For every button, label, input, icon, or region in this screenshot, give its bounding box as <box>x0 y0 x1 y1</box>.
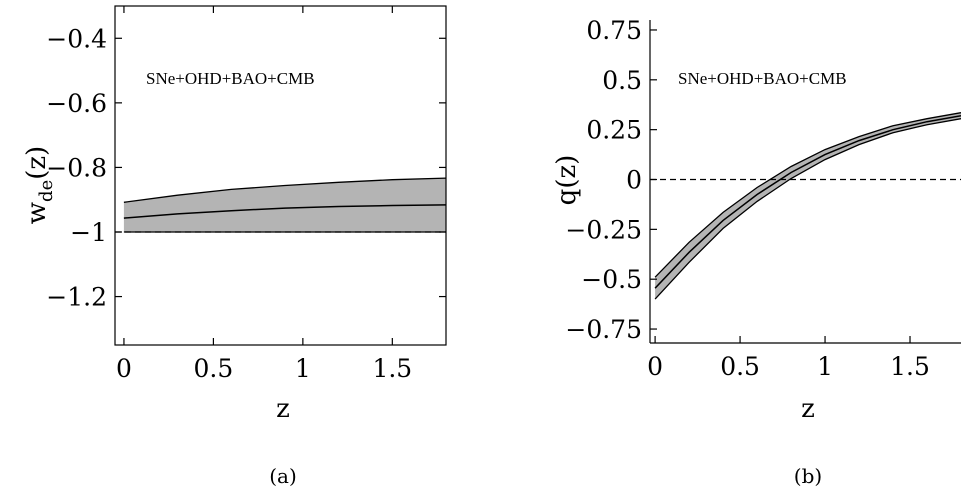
dataset-annotation: SNe+OHD+BAO+CMB <box>146 69 315 88</box>
y-axis-label: q(z) <box>552 155 582 206</box>
band-lower-line <box>654 118 961 300</box>
confidence-band <box>123 178 447 232</box>
y-tick-marks <box>650 29 657 330</box>
y-tick-label: −0.5 <box>581 265 642 294</box>
panel-b: 0 0.5 1 1.5 0.75 0.5 0.25 0 −0.25 −0.5 −0.75 SNe+… <box>552 16 961 488</box>
y-axis-label-tail: (z) <box>22 146 52 180</box>
y-tick-labels: 0.75 0.5 0.25 0 −0.25 −0.5 −0.75 <box>565 16 642 344</box>
y-axis-label: wde(z) <box>22 146 57 224</box>
x-tick-label: 0.5 <box>720 352 760 381</box>
panel-a: 0 0.5 1 1.5 −0.4 −0.6 −0.8 −1 −1.2 SNe+OHD+BAO+… <box>22 5 447 488</box>
x-tick-labels: 0 0.5 1 1.5 <box>647 352 930 381</box>
best-fit-curve <box>123 204 447 219</box>
y-tick-label: −0.25 <box>565 215 642 244</box>
confidence-band-area <box>655 112 961 300</box>
y-axis-label-subscript: de <box>36 180 57 202</box>
x-tick-label: 0 <box>647 352 663 381</box>
x-tick-label: 1.5 <box>372 354 412 383</box>
x-tick-label: 0 <box>116 354 132 383</box>
y-tick-label: −0.8 <box>46 153 107 182</box>
band-upper-line <box>654 112 961 278</box>
band-boundary-lines <box>654 112 961 300</box>
panel-caption: (b) <box>794 464 822 488</box>
band-boundary-lines <box>123 177 447 233</box>
y-tick-label: −0.4 <box>46 24 107 53</box>
y-tick-label: −1.2 <box>46 283 107 312</box>
confidence-band <box>655 112 961 300</box>
x-tick-marks <box>654 336 911 343</box>
x-tick-marks <box>123 6 393 345</box>
x-tick-label: 1 <box>295 354 311 383</box>
plot-frame <box>114 5 447 346</box>
x-tick-label: 1.5 <box>890 352 930 381</box>
y-tick-label: 0.25 <box>586 116 642 145</box>
best-fit-curve <box>654 114 961 289</box>
best-fit-line <box>654 114 961 289</box>
y-axis-label-main: w <box>22 202 52 224</box>
y-tick-label: −0.6 <box>46 89 107 118</box>
dataset-annotation: SNe+OHD+BAO+CMB <box>678 69 847 88</box>
axes-frame <box>114 5 447 346</box>
y-tick-label: 0.75 <box>586 16 642 45</box>
y-tick-label: −0.75 <box>565 315 642 344</box>
x-axis-label: z <box>276 394 290 424</box>
y-tick-label: 0 <box>626 166 642 195</box>
y-tick-label: −1 <box>70 218 107 247</box>
x-tick-label: 0.5 <box>194 354 234 383</box>
x-tick-labels: 0 0.5 1 1.5 <box>116 354 412 383</box>
y-tick-label: 0.5 <box>602 66 642 95</box>
axes-frame <box>649 20 961 344</box>
panel-caption: (a) <box>269 464 297 488</box>
x-axis-label: z <box>801 394 815 424</box>
y-tick-marks <box>115 37 446 298</box>
band-upper-line <box>123 177 447 203</box>
best-fit-line <box>123 204 447 219</box>
y-tick-labels: −0.4 −0.6 −0.8 −1 −1.2 <box>46 24 107 311</box>
confidence-band-area <box>123 178 447 232</box>
x-tick-label: 1 <box>817 352 833 381</box>
